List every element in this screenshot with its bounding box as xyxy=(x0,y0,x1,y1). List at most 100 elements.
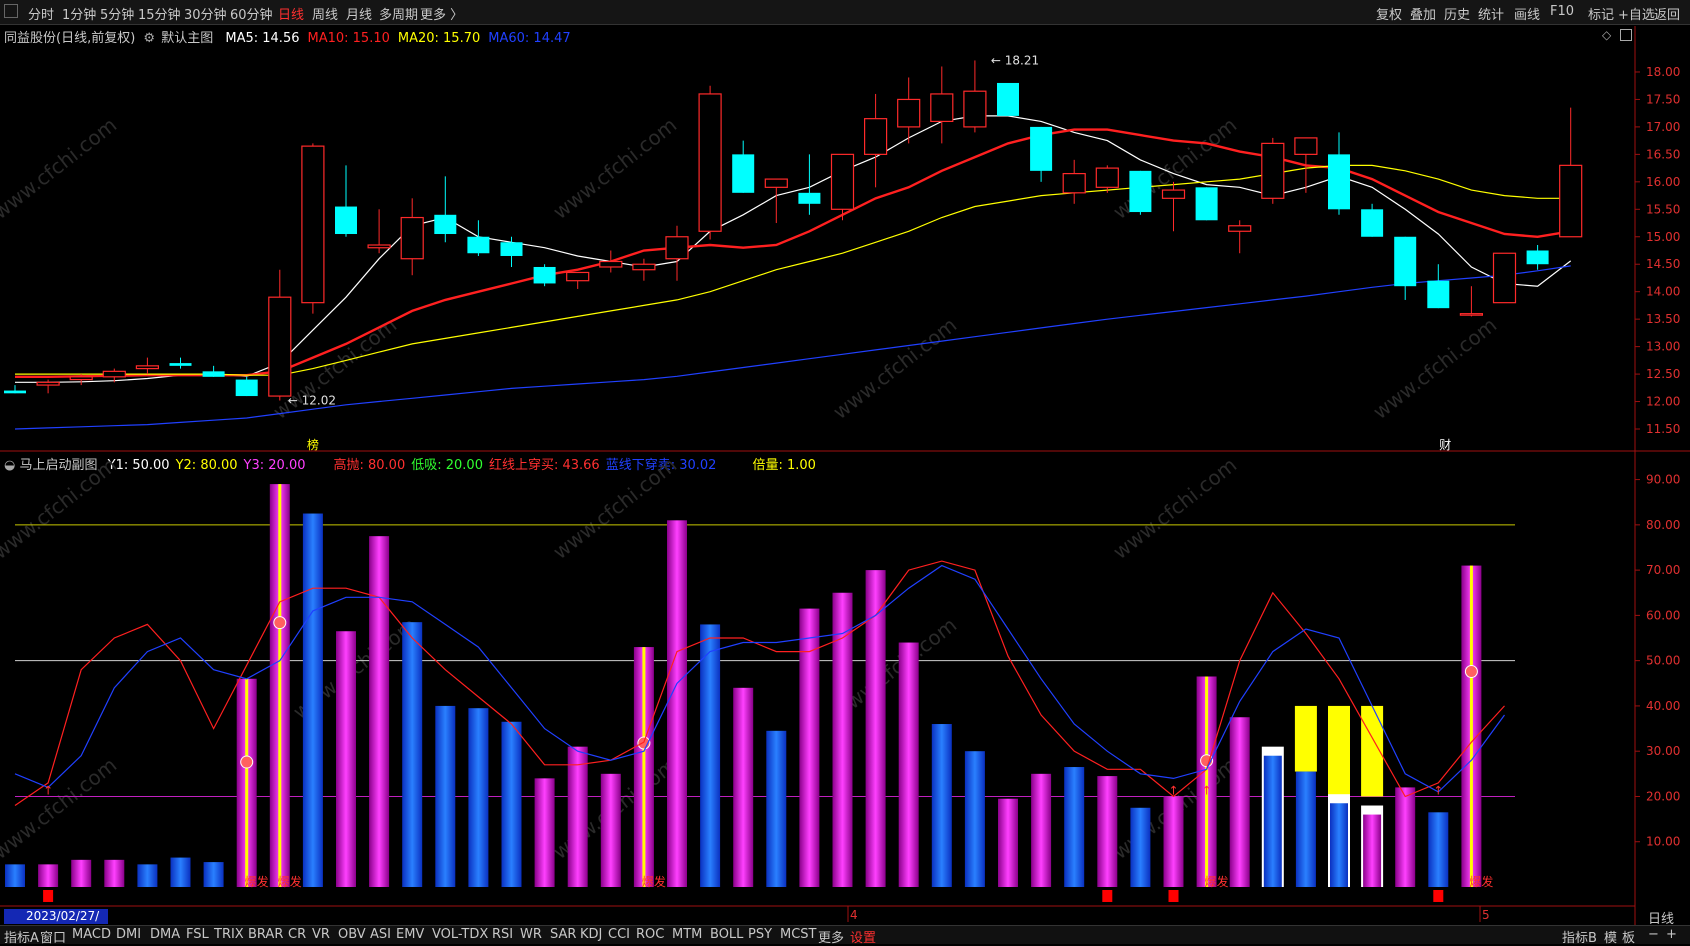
candlestick[interactable] xyxy=(1062,159,1086,204)
ranking-marker[interactable]: 榜 xyxy=(307,437,319,452)
indicator-bar[interactable] xyxy=(1261,746,1284,887)
indicator-tab[interactable]: MACD xyxy=(72,927,111,942)
indicator-bar[interactable] xyxy=(435,705,456,887)
candlestick[interactable] xyxy=(863,93,888,188)
indicator-bar[interactable] xyxy=(1130,807,1151,887)
candlestick[interactable] xyxy=(235,376,258,397)
indicator-tab[interactable]: DMA xyxy=(150,927,181,942)
indicator-bar[interactable] xyxy=(402,622,423,887)
indicator-tab[interactable]: PSY xyxy=(748,927,773,942)
candlestick[interactable] xyxy=(566,271,590,289)
indicator-bar[interactable] xyxy=(534,778,555,887)
indicator-tab[interactable]: BRAR xyxy=(248,927,284,942)
candlestick[interactable] xyxy=(1559,107,1583,238)
diamond-icon[interactable]: ◇ xyxy=(1602,28,1612,42)
toolbar-button[interactable]: +自选 xyxy=(1618,8,1655,23)
period-tab[interactable]: 60分钟 xyxy=(230,8,273,23)
indicator-bar[interactable] xyxy=(998,798,1018,887)
bottom-control[interactable]: 模 xyxy=(1604,931,1618,946)
finance-marker[interactable]: 财 xyxy=(1439,438,1451,452)
candlestick[interactable] xyxy=(1361,203,1384,237)
indicator-tab[interactable]: CR xyxy=(288,927,307,942)
candlestick[interactable] xyxy=(1492,252,1517,304)
indicator-bar[interactable] xyxy=(302,513,323,887)
period-tab[interactable]: 5分钟 xyxy=(100,8,135,23)
indicator-bar[interactable] xyxy=(1064,767,1085,887)
indicator-bar[interactable] xyxy=(1328,705,1350,887)
indicator-bar[interactable] xyxy=(700,624,721,887)
indicator-tab[interactable]: EMV xyxy=(396,927,425,942)
candlestick[interactable] xyxy=(798,154,821,215)
candlestick[interactable] xyxy=(1328,132,1350,215)
candlestick[interactable] xyxy=(1195,187,1218,221)
period-tab[interactable]: 周线 xyxy=(312,8,339,23)
indicator-bar[interactable] xyxy=(865,570,886,887)
bottom-control[interactable]: 板 xyxy=(1622,931,1636,946)
candlestick[interactable] xyxy=(1161,181,1186,232)
bottom-control[interactable]: + xyxy=(1666,927,1677,942)
candlestick[interactable] xyxy=(102,368,126,383)
indicator-bar[interactable]: 爆发 xyxy=(1196,676,1229,890)
chart-area[interactable]: www.cfchi.com www.cfchi.com www.cfchi.com w… xyxy=(0,0,1690,925)
sub-chart-title[interactable]: 马上启动副图 xyxy=(19,458,98,473)
menu-icon[interactable] xyxy=(4,4,18,18)
candlestick[interactable] xyxy=(930,66,954,144)
indicator-bar[interactable] xyxy=(1097,776,1118,887)
indicator-bar[interactable] xyxy=(203,862,224,887)
candlestick[interactable] xyxy=(202,365,225,377)
period-tab[interactable]: 更多 〉 xyxy=(420,8,464,23)
toolbar-button[interactable]: 复权 xyxy=(1376,8,1403,23)
candlestick[interactable] xyxy=(1095,165,1119,193)
indicator-bar[interactable]: 爆发 xyxy=(236,678,269,889)
candlestick[interactable] xyxy=(1261,137,1285,204)
indicator-bar[interactable] xyxy=(170,857,191,887)
indicator-bar[interactable] xyxy=(964,751,985,887)
indicator-tab[interactable]: RSI xyxy=(492,927,514,942)
bottom-control[interactable]: − xyxy=(1648,927,1659,942)
candlestick[interactable] xyxy=(732,140,755,193)
candlestick[interactable] xyxy=(1394,236,1417,300)
indicator-tab[interactable]: BOLL xyxy=(710,927,744,942)
candlestick[interactable] xyxy=(963,60,987,133)
candlestick[interactable] xyxy=(830,153,855,221)
period-tab[interactable]: 多周期 xyxy=(379,8,419,23)
indicator-bar[interactable] xyxy=(567,746,588,887)
candlestick[interactable] xyxy=(698,85,722,240)
candlestick[interactable] xyxy=(500,236,523,267)
toolbar-button[interactable]: F10 xyxy=(1550,4,1575,19)
period-tab[interactable]: 15分钟 xyxy=(138,8,181,23)
candlestick[interactable] xyxy=(36,379,60,394)
indicator-tab[interactable]: KDJ xyxy=(580,927,603,942)
indicator-bar[interactable] xyxy=(104,859,125,887)
candlestick[interactable] xyxy=(764,178,788,224)
candlestick[interactable] xyxy=(997,82,1019,116)
window-icon[interactable] xyxy=(1620,29,1632,41)
indicator-bar[interactable]: 爆发 xyxy=(633,647,666,889)
candlestick[interactable] xyxy=(1228,220,1252,254)
candlestick[interactable] xyxy=(599,250,623,273)
candlestick[interactable] xyxy=(400,198,424,276)
indicator-bar[interactable] xyxy=(733,687,754,887)
candlestick[interactable] xyxy=(665,225,689,281)
indicator-tab[interactable]: 设置 xyxy=(850,931,877,946)
toolbar-button[interactable]: 画线 xyxy=(1514,8,1541,23)
indicator-bar[interactable] xyxy=(832,592,853,887)
indicator-bar[interactable] xyxy=(600,773,621,887)
toolbar-button[interactable]: 统计 xyxy=(1478,8,1505,23)
indicator-tab[interactable]: ASI xyxy=(370,927,391,942)
period-tab[interactable]: 月线 xyxy=(346,8,373,23)
indicator-tab[interactable]: MTM xyxy=(672,927,703,942)
candlestick[interactable] xyxy=(632,258,656,281)
candlestick[interactable] xyxy=(301,143,325,314)
indicator-bar[interactable] xyxy=(5,864,25,887)
indicator-tab[interactable]: CCI xyxy=(608,927,630,942)
indicator-tab[interactable]: FSL xyxy=(186,927,209,942)
period-tab[interactable]: 分时 xyxy=(28,8,55,23)
toolbar-button[interactable]: 叠加 xyxy=(1410,8,1437,23)
stock-title[interactable]: 同益股份(日线,前复权) xyxy=(4,31,136,46)
indicator-bar[interactable] xyxy=(1294,705,1317,887)
indicator-bar[interactable] xyxy=(1229,717,1250,887)
candlestick[interactable] xyxy=(1427,264,1450,309)
indicator-bar[interactable] xyxy=(137,864,158,887)
indicator-bar[interactable] xyxy=(336,631,356,887)
